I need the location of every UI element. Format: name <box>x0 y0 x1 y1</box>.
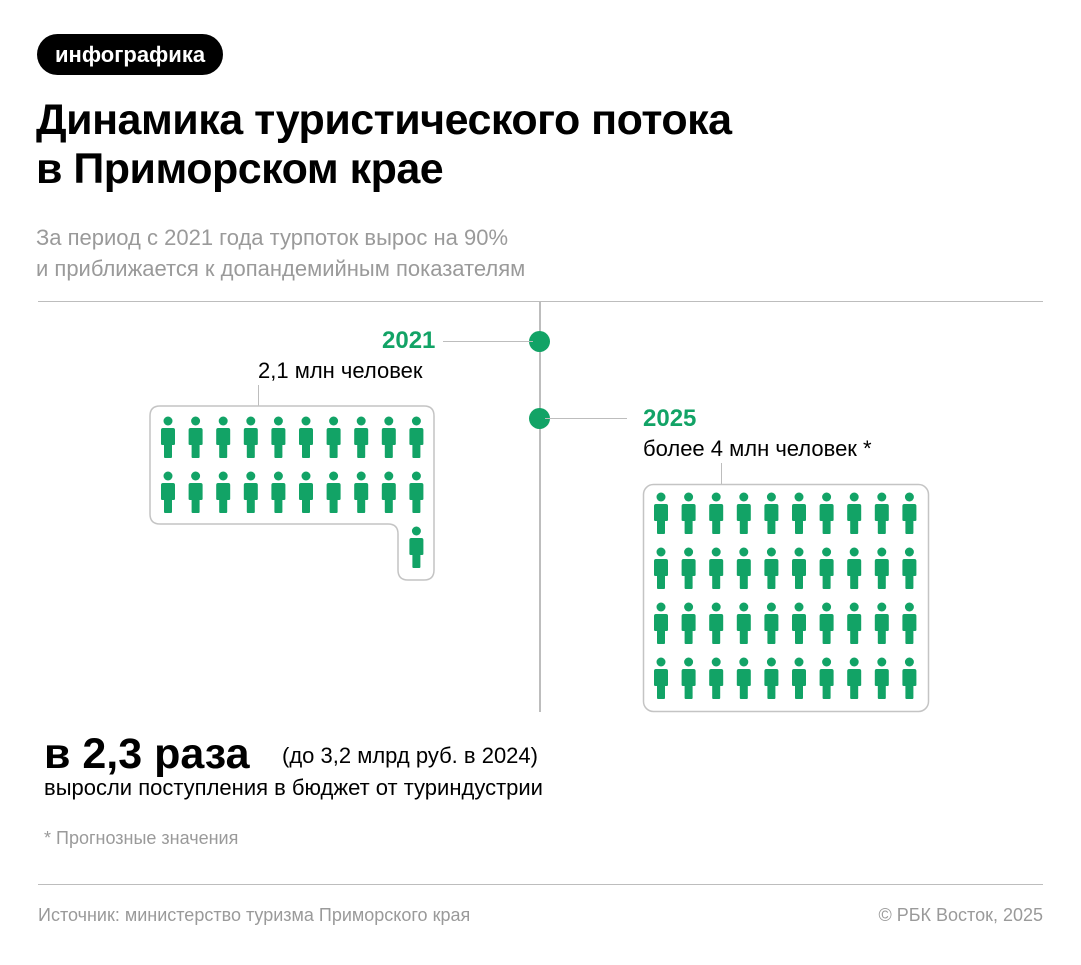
person-icon-2025 <box>654 657 668 699</box>
person-icon-2025 <box>792 547 806 589</box>
highlight-description: выросли поступления в бюджет от туриндус… <box>44 775 543 800</box>
person-icon-2021 <box>381 416 396 458</box>
title-line-2: в Приморском крае <box>36 145 444 193</box>
person-icon-2025 <box>681 547 696 589</box>
person-icon-2025 <box>874 602 889 644</box>
person-icon-2021 <box>188 416 203 458</box>
person-icon-2025 <box>764 602 779 644</box>
person-icon-2021 <box>243 416 258 458</box>
person-icon-2025 <box>902 602 917 644</box>
person-icon-2025 <box>736 602 751 644</box>
person-icon-2021 <box>161 416 175 458</box>
person-icon-2025 <box>709 602 724 644</box>
person-icon-2025 <box>847 657 862 699</box>
subtitle-line-2: и приближается к допандемийным показател… <box>36 256 526 281</box>
person-icon-2025 <box>654 602 668 644</box>
highlight-value: в 2,3 раза <box>44 730 250 778</box>
person-icon-2021 <box>161 471 175 513</box>
person-icon-2021 <box>381 471 396 513</box>
subtitle-line-1: За период с 2021 года турпоток вырос на … <box>36 225 509 250</box>
person-icon-2025 <box>681 492 696 534</box>
person-icon-2025 <box>764 547 779 589</box>
timeline-dot-2025 <box>529 408 550 429</box>
value-2021-label: 2,1 млн человек <box>258 358 423 383</box>
person-icon-2025 <box>654 547 668 589</box>
top-divider <box>38 301 1043 302</box>
person-icon-2025 <box>874 492 889 534</box>
person-icon-2021 <box>299 471 313 513</box>
copyright: © РБК Восток, 2025 <box>878 905 1043 925</box>
person-icon-2021 <box>409 526 424 568</box>
person-icon-2021 <box>354 416 369 458</box>
person-icon-2025 <box>819 602 834 644</box>
person-icon-2025 <box>847 547 862 589</box>
person-icon-2025 <box>874 547 889 589</box>
label-leader-2025 <box>721 463 722 484</box>
person-icon-2025 <box>902 547 917 589</box>
person-icon-2025 <box>819 492 834 534</box>
year-2021-label: 2021 <box>382 327 436 354</box>
person-icon-2021 <box>216 416 231 458</box>
timeline-line <box>539 302 541 712</box>
person-icon-2021 <box>216 471 231 513</box>
category-tag: инфографика <box>37 34 224 75</box>
person-icon-2021 <box>354 471 369 513</box>
value-2025-label: более 4 млн человек * <box>643 436 872 461</box>
person-icon-2021 <box>326 416 341 458</box>
person-icon-2021 <box>326 471 341 513</box>
person-icon-2021 <box>243 471 258 513</box>
person-icon-2025 <box>681 657 696 699</box>
title-line-1: Динамика туристического потока <box>36 96 732 144</box>
footnote: * Прогнозные значения <box>44 828 239 848</box>
person-icon-2025 <box>654 492 668 534</box>
person-icon-2025 <box>902 492 917 534</box>
year-2025-label: 2025 <box>643 405 697 432</box>
person-icon-2025 <box>847 492 862 534</box>
person-icon-2021 <box>188 471 203 513</box>
person-icon-2021 <box>409 416 424 458</box>
connector-2021 <box>443 341 533 342</box>
person-icon-2025 <box>736 657 751 699</box>
connector-2025 <box>545 418 627 419</box>
person-icon-2025 <box>764 492 779 534</box>
bottom-divider <box>38 884 1043 885</box>
person-icon-2025 <box>792 657 806 699</box>
person-icon-2021 <box>409 471 424 513</box>
person-icon-2025 <box>709 657 724 699</box>
person-icon-2025 <box>736 547 751 589</box>
page-title: Динамика туристического потока в Приморс… <box>36 96 732 194</box>
source: Источник: министерство туризма Приморско… <box>38 905 471 925</box>
person-icon-2025 <box>709 547 724 589</box>
person-icon-2025 <box>764 657 779 699</box>
person-icon-2021 <box>271 471 286 513</box>
timeline-dot-2021 <box>529 331 550 352</box>
subtitle: За период с 2021 года турпоток вырос на … <box>36 222 525 284</box>
person-icon-2025 <box>792 602 806 644</box>
box-2021 <box>149 405 435 581</box>
box-2025 <box>642 483 930 713</box>
person-icon-2021 <box>271 416 286 458</box>
label-leader-2021 <box>258 385 259 406</box>
highlight-note: (до 3,2 млрд руб. в 2024) <box>282 743 538 768</box>
person-icon-2021 <box>299 416 313 458</box>
person-icon-2025 <box>819 547 834 589</box>
person-icon-2025 <box>874 657 889 699</box>
person-icon-2025 <box>847 602 862 644</box>
person-icon-2025 <box>902 657 917 699</box>
person-icon-2025 <box>819 657 834 699</box>
person-icon-2025 <box>792 492 806 534</box>
person-icon-2025 <box>736 492 751 534</box>
person-icon-2025 <box>681 602 696 644</box>
person-icon-2025 <box>709 492 724 534</box>
